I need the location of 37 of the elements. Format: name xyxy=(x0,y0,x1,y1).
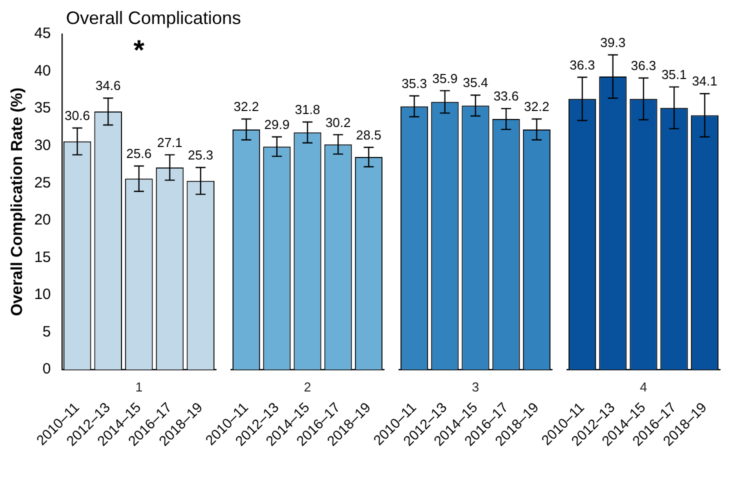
data-label: 34.6 xyxy=(95,78,121,94)
data-label: 35.1 xyxy=(661,67,687,82)
y-tick-label: 45 xyxy=(34,25,51,42)
chart-title: Overall Complications xyxy=(66,8,242,29)
data-label: 25.3 xyxy=(188,148,214,163)
data-label: 36.3 xyxy=(570,57,595,72)
data-label: 35.3 xyxy=(402,76,427,91)
y-axis-title: Overall Complication Rate (%) xyxy=(9,88,26,316)
y-tick-label: 20 xyxy=(34,212,51,229)
data-label: 35.4 xyxy=(462,75,488,90)
data-label: 27.1 xyxy=(157,134,182,150)
data-label: 31.8 xyxy=(294,102,320,118)
x-axis-title: 1 xyxy=(135,380,143,395)
data-label: 32.2 xyxy=(234,99,259,114)
data-label: 34.1 xyxy=(692,74,718,89)
y-tick-label: 40 xyxy=(34,62,51,80)
data-label: 25.6 xyxy=(126,146,152,162)
data-label: 36.3 xyxy=(630,58,656,74)
y-tick-label: 35 xyxy=(34,100,51,117)
x-axis-title: 4 xyxy=(640,380,648,395)
y-tick-label: 15 xyxy=(34,248,51,266)
data-label: 35.9 xyxy=(432,70,458,86)
data-label: 30.2 xyxy=(325,114,351,130)
data-label: 29.9 xyxy=(264,116,290,132)
y-tick-label: 5 xyxy=(42,323,51,340)
data-label: 33.6 xyxy=(493,88,519,104)
y-tick-label: 25 xyxy=(34,174,51,192)
x-axis-title: 2 xyxy=(304,380,312,395)
annotation: * xyxy=(133,34,144,66)
data-label: 28.5 xyxy=(356,127,382,142)
data-label: 39.3 xyxy=(600,34,626,50)
y-tick-label: 10 xyxy=(34,286,51,304)
y-tick-label: 0 xyxy=(42,360,51,378)
y-tick-label: 30 xyxy=(34,137,51,154)
data-label: 30.6 xyxy=(64,108,90,124)
data-label: 32.2 xyxy=(524,99,550,114)
x-axis-title: 3 xyxy=(472,380,480,395)
